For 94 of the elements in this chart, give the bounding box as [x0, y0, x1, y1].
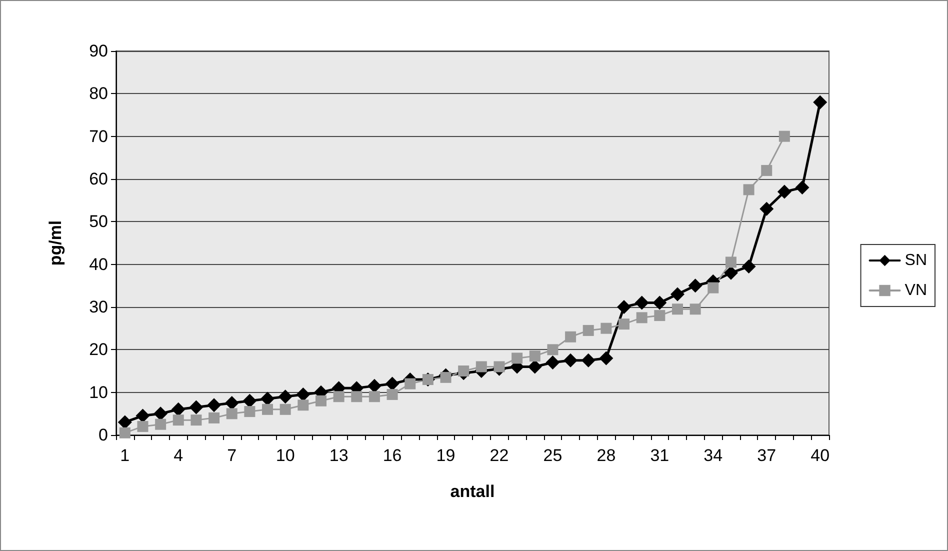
y-tick-label: 90 — [89, 42, 108, 60]
point — [315, 395, 326, 406]
point — [582, 324, 594, 336]
y-tick-label: 40 — [89, 254, 108, 274]
x-tick-label: 34 — [704, 446, 723, 465]
y-axis-title: pg/ml — [46, 220, 65, 266]
x-tick-label: 10 — [276, 446, 295, 465]
point — [546, 355, 560, 370]
x-tick-label: 25 — [543, 446, 562, 465]
point — [189, 400, 204, 414]
point — [404, 378, 416, 390]
point — [190, 414, 202, 426]
y-tick-label: 80 — [89, 84, 108, 104]
point — [708, 282, 719, 294]
point — [672, 304, 683, 315]
x-tick-label: 31 — [650, 446, 670, 465]
point — [262, 404, 274, 415]
x-tick-label: 28 — [596, 446, 616, 465]
point — [670, 287, 684, 302]
x-tick-label: 22 — [490, 446, 509, 465]
point — [476, 361, 487, 372]
y-tick-label: 0 — [98, 426, 108, 444]
point — [298, 400, 309, 411]
point — [155, 418, 166, 430]
point — [137, 420, 148, 432]
point — [547, 344, 558, 356]
point — [226, 408, 238, 420]
y-tick-label: 70 — [89, 126, 108, 146]
point — [636, 312, 648, 324]
point — [512, 352, 523, 364]
point — [690, 304, 701, 315]
y-tick-label: 20 — [89, 340, 108, 360]
point — [617, 300, 632, 314]
x-tick-label: 19 — [436, 446, 456, 465]
point — [280, 404, 291, 415]
point — [795, 180, 810, 195]
x-tick-label: 4 — [174, 446, 184, 465]
point — [242, 394, 257, 408]
point — [296, 387, 310, 402]
point — [367, 378, 382, 393]
point — [725, 256, 736, 268]
point — [813, 95, 828, 110]
point — [224, 396, 239, 410]
point — [119, 427, 130, 438]
point — [207, 398, 222, 412]
x-tick-label: 13 — [329, 446, 348, 465]
point — [528, 360, 542, 374]
point — [565, 331, 576, 342]
legend-label: SN — [904, 252, 928, 269]
point — [600, 322, 612, 334]
point — [351, 391, 362, 402]
y-tick-label: 10 — [89, 382, 108, 402]
x-tick-label: 16 — [382, 446, 402, 465]
point — [742, 259, 756, 274]
point — [618, 318, 630, 330]
point — [333, 391, 344, 402]
point — [118, 415, 132, 430]
x-axis-title: antall — [450, 482, 495, 501]
y-tick-label: 30 — [89, 298, 108, 316]
point — [778, 130, 790, 142]
x-tick-label: 7 — [227, 446, 237, 465]
point — [564, 353, 578, 368]
point — [529, 350, 540, 362]
point — [760, 202, 774, 216]
point — [777, 184, 792, 199]
point — [724, 266, 738, 280]
x-tick-label: 40 — [810, 446, 830, 465]
point — [458, 366, 470, 376]
point — [581, 353, 596, 368]
point — [385, 376, 400, 391]
y-tick-label: 50 — [89, 212, 108, 232]
legend-label: VN — [904, 282, 928, 299]
point — [652, 296, 667, 310]
point — [260, 392, 275, 406]
x-tick-label: 1 — [120, 446, 130, 465]
point — [136, 408, 150, 423]
x-tick-label: 37 — [757, 446, 776, 465]
point — [654, 310, 666, 322]
point — [634, 296, 649, 310]
point — [761, 164, 772, 176]
point — [244, 406, 256, 418]
point — [208, 412, 220, 424]
point — [368, 391, 380, 402]
point — [278, 390, 292, 404]
y-tick-label: 60 — [89, 170, 108, 188]
point — [599, 351, 614, 366]
point — [440, 372, 452, 383]
point — [743, 184, 754, 196]
point — [386, 388, 398, 400]
point — [172, 414, 184, 426]
point — [494, 361, 505, 372]
point — [688, 278, 702, 293]
point — [154, 406, 168, 421]
point — [171, 402, 186, 416]
